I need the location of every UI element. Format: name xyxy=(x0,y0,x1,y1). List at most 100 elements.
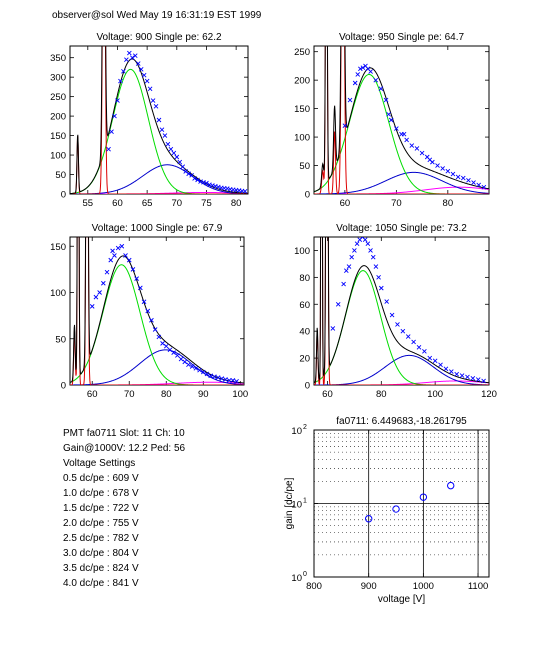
data-point xyxy=(156,334,162,340)
plot-area xyxy=(70,46,248,194)
data-point xyxy=(230,378,236,383)
y-tick-label: 150 xyxy=(50,131,66,142)
data-point xyxy=(389,312,395,318)
setting-1: 1.0 dc/pe : 678 V xyxy=(63,488,139,499)
data-point xyxy=(150,98,156,103)
data-point xyxy=(215,375,221,380)
y-tick-label: 250 xyxy=(294,47,310,58)
data-point xyxy=(138,285,143,291)
x-tick-label: 60 xyxy=(322,389,333,400)
double-pe-curve xyxy=(314,354,489,385)
y-tick-label: 50 xyxy=(55,334,66,345)
data-point xyxy=(144,78,150,84)
double-pe-curve xyxy=(70,349,244,385)
x-tick-label: 70 xyxy=(391,198,402,209)
data-point xyxy=(219,376,225,381)
triple-pe-curve xyxy=(314,186,489,194)
setting-2: 1.5 dc/pe : 722 V xyxy=(63,503,139,514)
data-point xyxy=(242,188,248,194)
data-point xyxy=(460,175,466,181)
data-point xyxy=(180,164,186,170)
data-point xyxy=(358,66,363,72)
plot-area xyxy=(314,237,489,385)
chart-title: Voltage: 900 Single pe: 62.2 xyxy=(96,32,222,43)
chart-grid xyxy=(313,429,489,578)
setting-3: 2.0 dc/pe : 755 V xyxy=(63,518,139,529)
data-point xyxy=(89,304,95,309)
total-fit-curve xyxy=(70,46,248,194)
pmt-info-panel: PMT fa0711 Slot: 11 Ch: 10 Gain@1000V: 1… xyxy=(63,426,185,591)
y-tick-label: 350 xyxy=(50,53,66,64)
y-tick-label: 250 xyxy=(50,92,66,103)
data-point xyxy=(411,339,416,345)
data-point xyxy=(347,97,353,103)
data-point xyxy=(443,366,449,372)
data-point xyxy=(422,349,427,354)
data-point xyxy=(208,373,213,379)
y-tick-label: 60 xyxy=(299,300,310,311)
y-tick-label: 0 xyxy=(61,190,66,201)
data-point xyxy=(378,285,384,291)
single-pe-curve xyxy=(314,270,489,385)
data-point xyxy=(145,308,151,314)
data-point xyxy=(416,345,422,350)
data-point xyxy=(109,129,114,135)
data-point xyxy=(459,373,465,378)
x-tick-label: 1100 xyxy=(468,581,488,592)
data-point xyxy=(197,367,202,373)
data-point xyxy=(400,328,406,334)
data-point xyxy=(124,57,129,62)
data-point xyxy=(223,377,228,382)
data-point xyxy=(409,143,415,148)
y-tick-label: 100 xyxy=(50,151,66,162)
data-point xyxy=(373,264,379,269)
data-point xyxy=(226,378,232,383)
data-point xyxy=(234,378,239,384)
x-tick-label: 60 xyxy=(87,389,98,400)
gain-line: Gain@1000V: 12.2 Ped: 56 xyxy=(63,443,186,454)
x-axis-label: voltage [V] xyxy=(378,594,425,605)
data-point xyxy=(475,377,481,382)
y-tick-label: 10 xyxy=(291,573,302,584)
data-point xyxy=(186,362,191,367)
y-tick-label: 200 xyxy=(294,76,310,87)
data-point xyxy=(163,343,169,349)
data-point xyxy=(454,371,460,377)
data-point xyxy=(138,67,144,72)
data-point xyxy=(470,375,476,381)
data-point xyxy=(119,243,125,249)
data-point xyxy=(373,77,379,83)
x-tick-label: 80 xyxy=(161,389,172,400)
data-point xyxy=(171,150,177,156)
data-point xyxy=(108,257,114,263)
data-point xyxy=(445,168,451,174)
data-point xyxy=(193,366,199,371)
y-tick-label: 0 xyxy=(61,381,66,392)
data-point xyxy=(135,61,141,66)
data-point xyxy=(121,68,126,74)
data-point xyxy=(147,86,153,92)
y-tick-label: 50 xyxy=(299,161,310,172)
data-point xyxy=(401,131,407,137)
data-point xyxy=(159,127,165,133)
double-pe-curve xyxy=(314,171,489,194)
x-tick-label: 60 xyxy=(340,198,351,209)
data-point xyxy=(427,355,433,361)
data-point xyxy=(376,275,381,280)
data-point xyxy=(365,241,371,247)
data-point xyxy=(450,171,456,177)
data-point xyxy=(195,177,200,183)
data-point xyxy=(343,268,349,273)
y-tick-label: 50 xyxy=(55,170,66,181)
setting-7: 4.0 dc/pe : 841 V xyxy=(63,578,139,589)
data-point xyxy=(115,98,120,103)
data-point xyxy=(141,72,147,78)
data-point xyxy=(368,248,373,253)
chart-3: 60 70 80 90 100 0 50 100 150 Voltage: 1000 Single… xyxy=(50,223,248,400)
x-tick-label: 70 xyxy=(124,389,135,400)
chart-4: 60 80 100 120 0 20 40 60 80 100 Voltage: 1050 Sing… xyxy=(294,223,497,400)
y-tick-label: 300 xyxy=(50,73,66,84)
x-tick-label: 800 xyxy=(306,581,322,592)
